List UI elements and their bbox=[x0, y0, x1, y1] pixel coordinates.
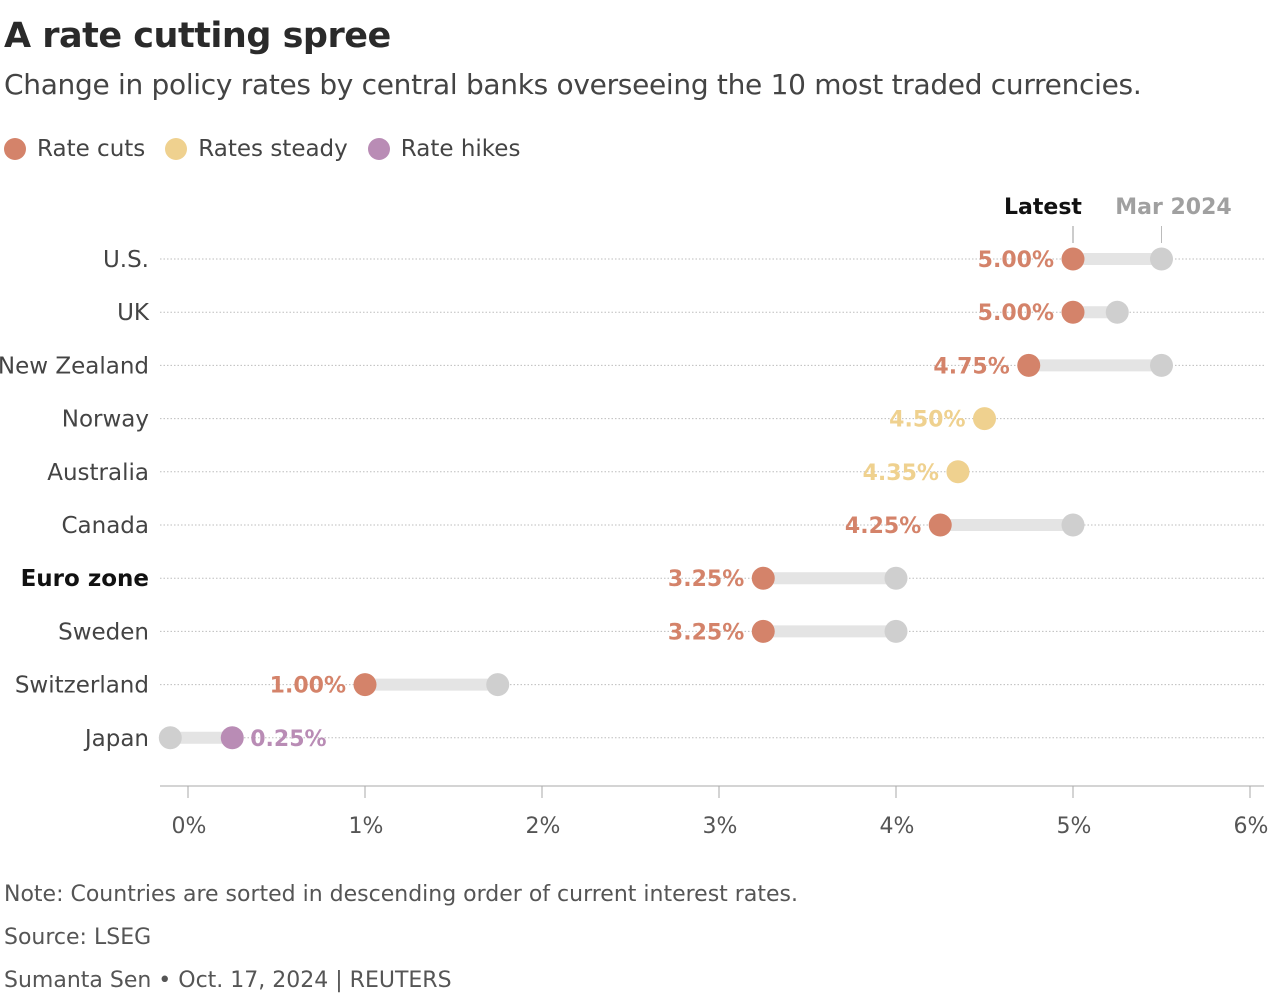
x-tick-label-0: 0% bbox=[172, 814, 207, 839]
value-label-u-s: 5.00% bbox=[978, 248, 1054, 273]
previous-dot-sweden bbox=[884, 619, 908, 643]
category-label-new-zealand: New Zealand bbox=[0, 353, 149, 379]
legend-label-rates-steady: Rates steady bbox=[198, 136, 348, 162]
previous-dot-uk bbox=[1105, 300, 1129, 324]
previous-dot-canada bbox=[1061, 513, 1085, 537]
latest-dot-norway bbox=[973, 407, 996, 431]
x-tick-label-1: 1% bbox=[349, 814, 384, 839]
x-tick-label-6: 6% bbox=[1234, 814, 1269, 839]
legend-label-rate-cuts: Rate cuts bbox=[37, 136, 146, 162]
value-label-switzerland: 1.00% bbox=[270, 674, 346, 699]
latest-dot-switzerland bbox=[353, 673, 377, 697]
legend: Rate cuts Rates steady Rate hikes bbox=[4, 136, 540, 162]
value-label-new-zealand: 4.75% bbox=[933, 354, 1009, 379]
latest-dot-euro-zone bbox=[751, 566, 775, 590]
footer-note: Note: Countries are sorted in descending… bbox=[4, 882, 798, 907]
previous-dot-u-s bbox=[1150, 247, 1173, 271]
x-tick-label-2: 2% bbox=[526, 814, 561, 839]
dot-plot-chart: Latest Mar 2024 U.S. 5.00% UK 5.00% New Zealan… bbox=[0, 195, 1269, 839]
previous-dot-switzerland bbox=[486, 673, 510, 697]
chart-title: A rate cutting spree bbox=[4, 16, 391, 56]
latest-dot-uk bbox=[1061, 300, 1085, 324]
latest-dot-canada bbox=[928, 513, 952, 537]
category-label-sweden: Sweden bbox=[58, 619, 149, 645]
rates-steady-swatch bbox=[165, 138, 188, 160]
value-label-uk: 5.00% bbox=[978, 301, 1054, 326]
value-label-australia: 4.35% bbox=[863, 461, 939, 486]
footer-source: Source: LSEG bbox=[4, 925, 152, 950]
category-label-canada: Canada bbox=[61, 513, 149, 539]
footer-credit: Sumanta Sen • Oct. 17, 2024 | REUTERS bbox=[4, 968, 452, 993]
latest-dot-new-zealand bbox=[1017, 353, 1041, 377]
latest-dot-japan bbox=[220, 726, 244, 750]
value-label-japan: 0.25% bbox=[250, 727, 326, 752]
legend-item-rate-cuts: Rate cuts bbox=[4, 136, 145, 162]
category-label-uk: UK bbox=[117, 300, 150, 326]
x-tick-label-3: 3% bbox=[703, 814, 738, 839]
value-label-norway: 4.50% bbox=[889, 408, 965, 433]
category-label-switzerland: Switzerland bbox=[15, 673, 149, 699]
category-label-euro-zone: Euro zone bbox=[21, 566, 149, 592]
latest-dot-u-s bbox=[1061, 247, 1085, 271]
previous-dot-japan bbox=[158, 726, 182, 750]
value-label-euro-zone: 3.25% bbox=[668, 567, 744, 592]
previous-dot-new-zealand bbox=[1150, 353, 1173, 377]
previous-dot-euro-zone bbox=[884, 566, 908, 590]
footer: Note: Countries are sorted in descending… bbox=[4, 878, 798, 1007]
header-mar-2024: Mar 2024 bbox=[1115, 195, 1231, 220]
rate-hikes-swatch bbox=[367, 138, 390, 160]
header-latest: Latest bbox=[1004, 195, 1082, 220]
value-label-canada: 4.25% bbox=[845, 514, 921, 539]
chart-subtitle: Change in policy rates by central banks … bbox=[4, 68, 1142, 101]
legend-label-rate-hikes: Rate hikes bbox=[400, 136, 521, 162]
category-label-u-s: U.S. bbox=[103, 247, 149, 273]
legend-item-rate-hikes: Rate hikes bbox=[367, 136, 521, 162]
category-label-norway: Norway bbox=[62, 407, 149, 433]
latest-dot-sweden bbox=[751, 619, 775, 643]
value-label-sweden: 3.25% bbox=[668, 620, 744, 645]
legend-item-rates-steady: Rates steady bbox=[165, 136, 348, 162]
category-label-australia: Australia bbox=[47, 460, 149, 486]
x-tick-label-5: 5% bbox=[1057, 814, 1092, 839]
category-label-japan: Japan bbox=[83, 726, 149, 752]
latest-dot-australia bbox=[946, 460, 970, 484]
rate-cuts-swatch bbox=[4, 138, 26, 160]
x-tick-label-4: 4% bbox=[880, 814, 915, 839]
